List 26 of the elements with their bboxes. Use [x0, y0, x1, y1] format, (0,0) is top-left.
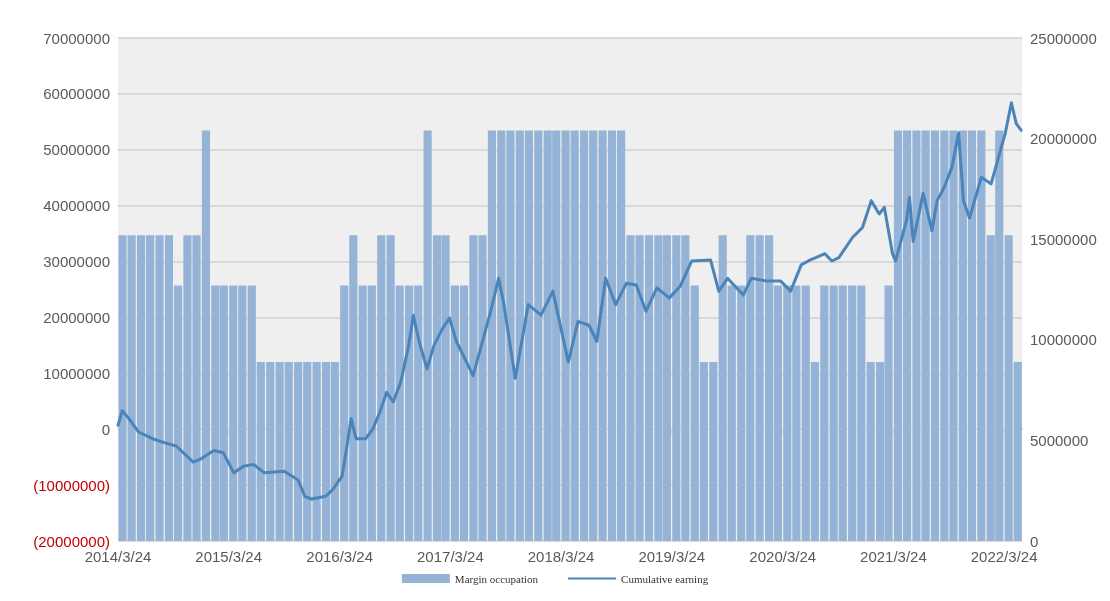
x-tick-label: 2019/3/24 — [638, 548, 706, 565]
y-tick-label: 50000000 — [43, 141, 110, 159]
x-tick-label: 2016/3/24 — [306, 548, 374, 565]
y2-tick-label: 25000000 — [1030, 29, 1097, 47]
y-tick-label: (10000000) — [33, 476, 110, 494]
y2-tick-label: 10000000 — [1030, 331, 1097, 349]
x-tick-label: 2020/3/24 — [749, 548, 817, 565]
y-tick-label: 60000000 — [43, 85, 110, 103]
y2-tick-label: 20000000 — [1030, 130, 1097, 148]
y-tick-label: 70000000 — [43, 29, 110, 47]
x-tick-label: 2018/3/24 — [527, 548, 595, 565]
legend-label: Cumulative earning — [621, 572, 709, 585]
y2-tick-label: 0 — [1030, 532, 1039, 550]
y-tick-label: 40000000 — [43, 197, 110, 215]
y-tick-label: 20000000 — [43, 308, 110, 326]
y-tick-label: 10000000 — [43, 364, 110, 382]
x-tick-label: 2022/3/24 — [970, 548, 1038, 565]
y-tick-label: 0 — [101, 420, 110, 438]
y-tick-label: 30000000 — [43, 253, 110, 271]
y2-tick-label: 5000000 — [1030, 431, 1089, 449]
x-tick-label: 2021/3/24 — [860, 548, 927, 565]
legend-label: Margin occupation — [454, 572, 539, 585]
x-tick-label: 2015/3/24 — [195, 548, 263, 565]
x-tick-label: 2017/3/24 — [417, 548, 484, 565]
y2-tick-label: 15000000 — [1030, 230, 1097, 248]
y-tick-label: (20000000) — [33, 532, 110, 550]
